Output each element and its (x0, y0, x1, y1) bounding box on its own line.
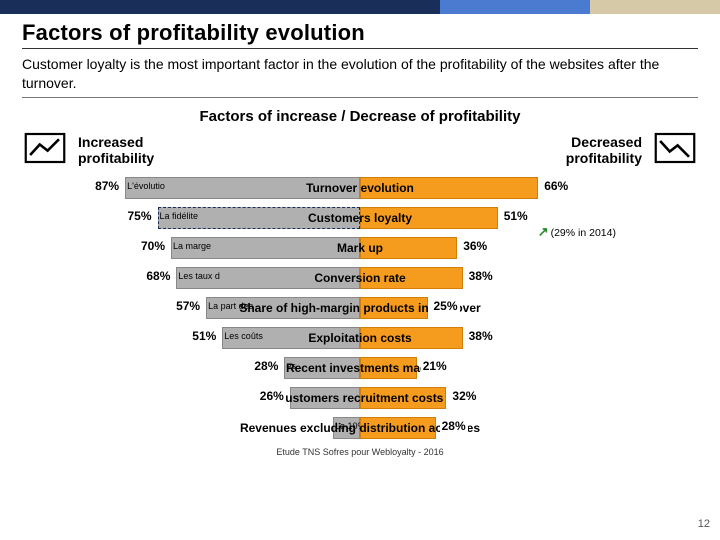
page-number: 12 (698, 518, 710, 530)
truncated-label: La marge (173, 241, 221, 251)
chart-row: esRecent investments made28%21% (22, 356, 698, 383)
left-pct: 26% (258, 389, 286, 403)
chart-row: Les coûtsExploitation costs51%38% (22, 326, 698, 353)
right-pct: 36% (461, 239, 489, 253)
bar-right (360, 297, 428, 319)
right-pct: 38% (467, 269, 495, 283)
title-rule (22, 48, 698, 49)
chart-row: Customers recruitment costs26%32% (22, 386, 698, 413)
legend-row: Increased profitability Decreased profit… (22, 131, 698, 170)
left-pct: 75% (125, 209, 153, 223)
subtitle-rule (22, 97, 698, 98)
slide-content: Factors of profitability evolution Custo… (0, 14, 720, 457)
left-pct: 87% (93, 179, 121, 193)
slide-subtitle: Customer loyalty is the most important f… (22, 55, 698, 93)
legend-increased: Increased profitability (24, 131, 154, 170)
source-footnote: Etude TNS Sofres pour Webloyalty - 2016 (22, 447, 698, 457)
right-pct: 28% (440, 419, 468, 433)
diverging-bar-chart: L'évolutioTurnover evolution87%66%La fid… (22, 176, 698, 443)
right-pct: 51% (502, 209, 530, 223)
bar-right (360, 357, 417, 379)
truncated-label: es (286, 361, 334, 371)
bar-right (360, 417, 436, 439)
left-pct: 57% (174, 299, 202, 313)
right-pct: 38% (467, 329, 495, 343)
right-pct: 25% (432, 299, 460, 313)
bar-right (360, 387, 446, 409)
legend-decreased: Decreased profitability (566, 131, 696, 170)
chart-row: La part desShare of high-margin products… (22, 296, 698, 323)
chart-row: L'évolutioTurnover evolution87%66% (22, 176, 698, 203)
left-pct: 70% (139, 239, 167, 253)
legend-decreased-label: Decreased profitability (566, 134, 642, 166)
chart-down-icon (654, 131, 696, 170)
left-pct: 51% (190, 329, 218, 343)
left-pct: 68% (144, 269, 172, 283)
truncated-label: La part des (208, 301, 256, 311)
truncated-label: L'évolutio (127, 181, 175, 191)
bar-left (290, 387, 360, 409)
legend-increased-label: Increased profitability (78, 134, 154, 166)
slide-title: Factors of profitability evolution (22, 20, 698, 46)
truncated-label: Les taux d (178, 271, 226, 281)
bar-right (360, 207, 498, 229)
chart-row: La fidéliteCustomers loyalty75%51%↗(29% … (22, 206, 698, 233)
right-pct: 21% (421, 359, 449, 373)
bar-right (360, 327, 463, 349)
bar-right (360, 177, 538, 199)
left-pct: 28% (252, 359, 280, 373)
truncated-label: La fidélite (160, 211, 208, 221)
chart-row: La margeMark up70%36% (22, 236, 698, 263)
bar-right (360, 267, 463, 289)
truncated-label: Les coûts (224, 331, 272, 341)
top-color-bar (0, 0, 720, 14)
chart-row: Les taux dConversion rate68%38% (22, 266, 698, 293)
right-pct: 66% (542, 179, 570, 193)
chart-row: Le 10%Revenues excluding distribution ac… (22, 416, 698, 443)
right-pct: 32% (450, 389, 478, 403)
bar-right (360, 237, 457, 259)
chart-up-icon (24, 131, 66, 170)
chart-title: Factors of increase / Decrease of profit… (22, 108, 698, 125)
